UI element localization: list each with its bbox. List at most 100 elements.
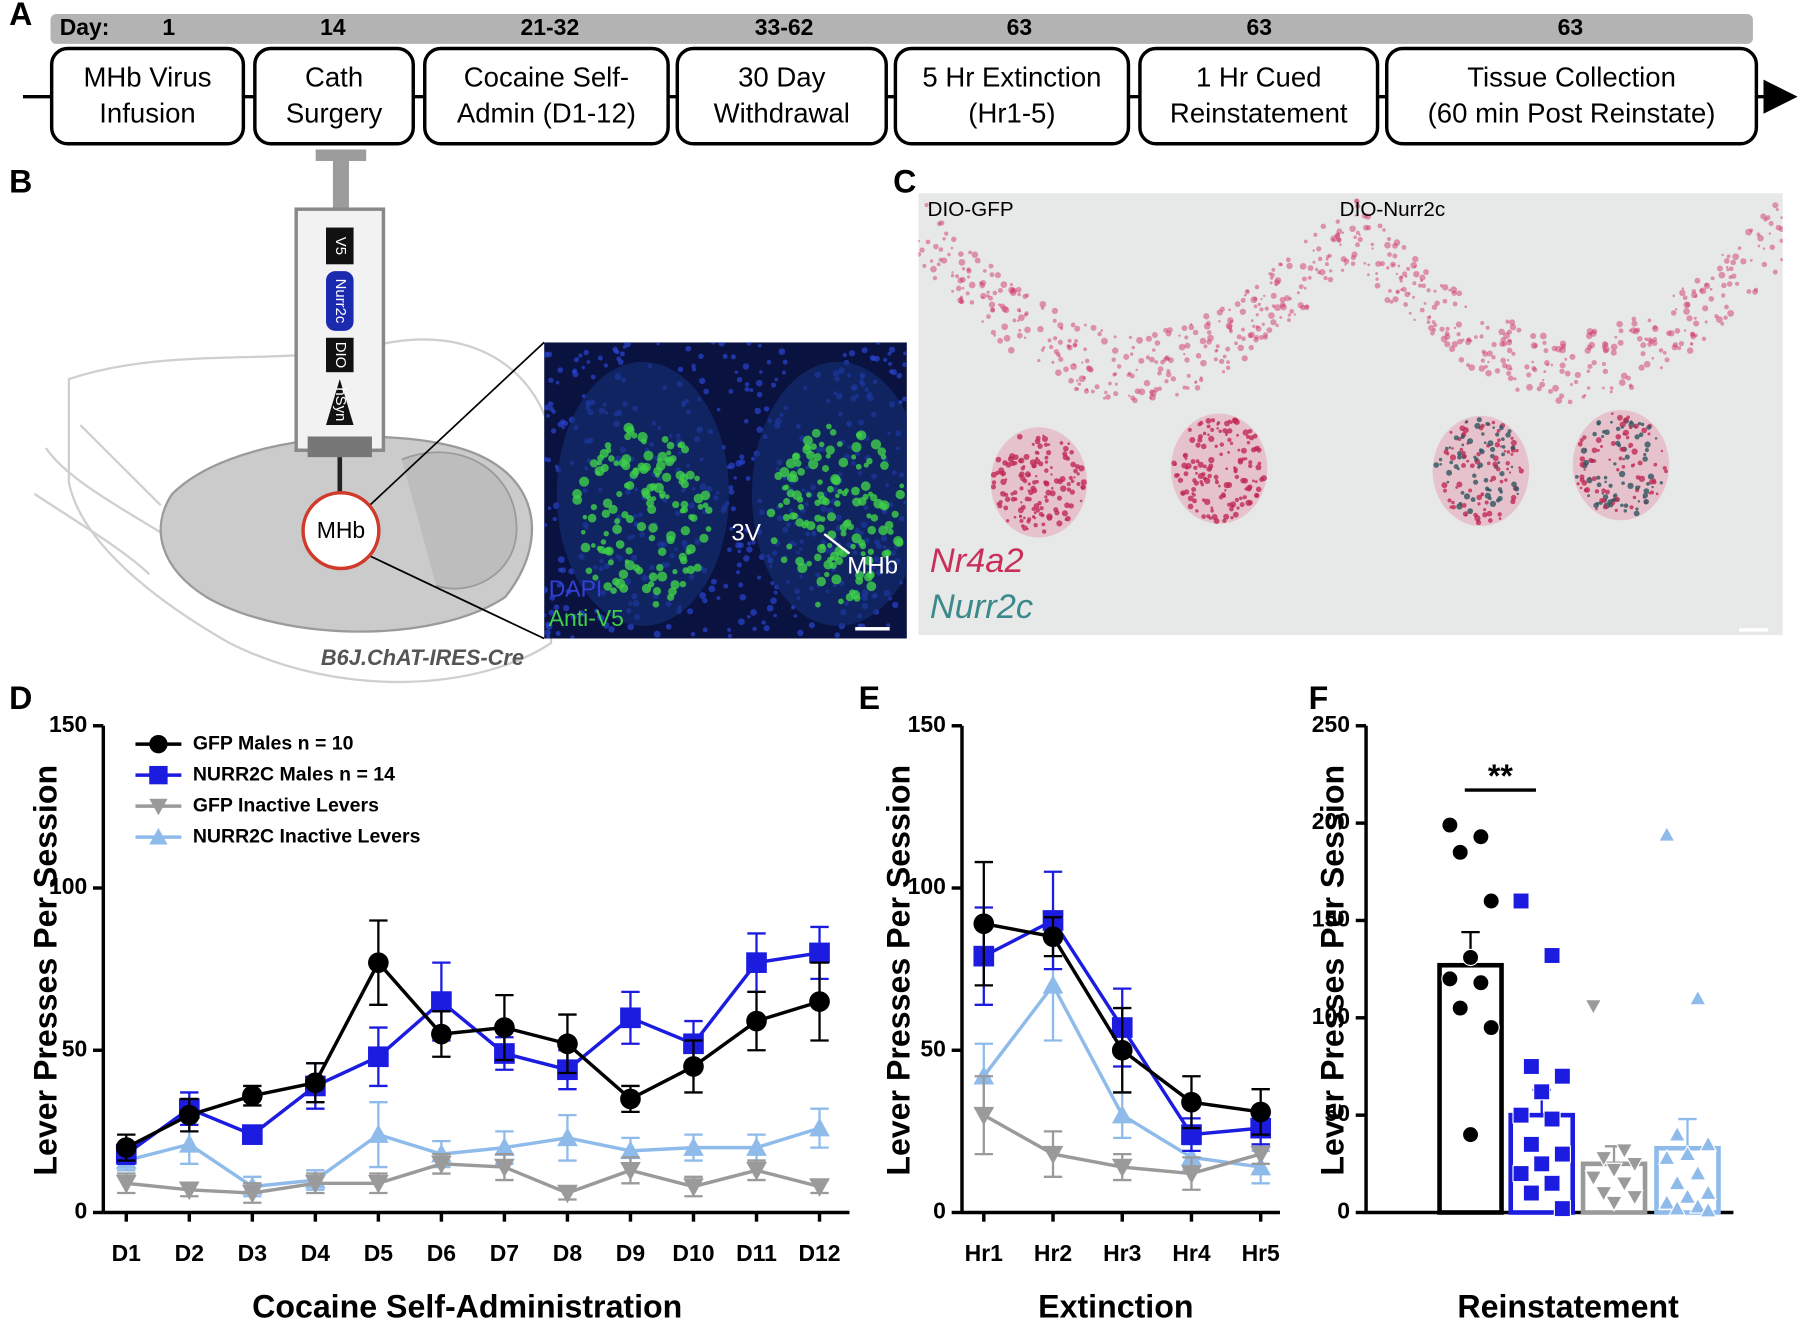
stain-dot — [1420, 279, 1423, 282]
histology-image — [918, 193, 1783, 636]
marker — [683, 1137, 704, 1156]
stain-dot — [1138, 388, 1146, 396]
stain-dot — [1461, 502, 1467, 508]
stain-dot — [1618, 456, 1623, 461]
stain-dot — [1482, 512, 1488, 518]
stain-dot — [1225, 365, 1231, 371]
v5-signal — [862, 493, 869, 500]
stain-dot — [1229, 501, 1237, 508]
stain-dot — [1539, 381, 1546, 388]
legend-label: NURR2C Inactive Levers — [193, 825, 421, 847]
stain-dot — [980, 280, 987, 286]
panel-label: E — [859, 680, 880, 716]
stain-dot — [1244, 289, 1250, 295]
stain-dot — [1643, 452, 1647, 457]
y-tick-label: 250 — [1312, 711, 1350, 737]
stain-dot — [1451, 341, 1458, 348]
stain-dot — [1271, 304, 1276, 308]
stain-dot — [1020, 524, 1025, 528]
stain-dot — [1154, 340, 1161, 346]
nucleus-dot — [735, 459, 743, 467]
stain-dot — [1483, 441, 1487, 445]
stain-dot — [1526, 383, 1533, 391]
v5-signal — [670, 580, 680, 590]
stain-dot — [1757, 244, 1761, 248]
nucleus-dot — [691, 367, 697, 372]
stain-dot — [1024, 326, 1031, 334]
stain-dot — [1591, 447, 1598, 453]
region-label: MHb — [317, 517, 365, 543]
stain-dot — [1682, 295, 1688, 301]
nucleus-dot — [770, 597, 777, 604]
nucleus-dot — [555, 631, 561, 637]
stain-dot — [1188, 324, 1195, 331]
stain-dot — [1019, 486, 1024, 491]
nucleus-dot — [744, 386, 750, 392]
stain-dot — [1138, 357, 1145, 364]
stain-dot — [958, 251, 964, 257]
marker — [149, 798, 168, 816]
stain-dot — [1451, 500, 1455, 505]
timeline-step — [49, 46, 246, 146]
v5-signal — [705, 526, 712, 532]
stain-dot — [1501, 341, 1507, 347]
stain-dot — [1506, 467, 1510, 471]
stain-dot — [1456, 481, 1463, 488]
stain-dot — [1724, 304, 1729, 310]
stain-dot — [1242, 478, 1248, 484]
stain-dot — [1413, 270, 1420, 278]
v5-signal — [829, 429, 837, 436]
stain-dot — [1397, 264, 1401, 268]
stain-dot — [1513, 377, 1517, 381]
stain-dot — [982, 269, 987, 273]
mhb-target — [301, 491, 381, 571]
stain-dot — [1686, 347, 1694, 354]
marker — [1678, 1144, 1697, 1162]
stain-dot — [1237, 448, 1241, 452]
marker — [178, 1134, 200, 1153]
stain-dot — [1438, 457, 1443, 462]
stain-dot — [1090, 389, 1095, 394]
stain-dot — [1511, 351, 1516, 356]
stain-dot — [1108, 381, 1112, 386]
stain-dot — [1336, 228, 1343, 235]
stain-dot — [1255, 313, 1259, 317]
stain-dot — [1577, 441, 1583, 447]
stain-dot — [1491, 341, 1497, 348]
stain-dot — [1063, 366, 1069, 373]
stain-dot — [1426, 288, 1431, 293]
stain-dot — [1401, 245, 1407, 250]
nucleus-dot — [730, 506, 736, 512]
stain-dot — [1505, 461, 1510, 466]
stain-dot — [1170, 376, 1177, 382]
stain-dot — [1649, 339, 1655, 344]
x-tick-label: Hr2 — [1034, 1240, 1072, 1266]
nucleus-dot — [553, 604, 560, 611]
step-text: MHb Virus — [83, 62, 211, 93]
stain-dot — [1248, 463, 1253, 469]
stain-dot — [1608, 458, 1611, 461]
stain-dot — [1446, 480, 1450, 484]
stain-dot — [1164, 379, 1169, 384]
stain-dot — [1595, 501, 1600, 506]
v5-signal — [838, 457, 849, 468]
stain-dot — [938, 257, 943, 262]
stain-dot — [1370, 242, 1374, 247]
marker — [1615, 1176, 1634, 1193]
bar — [1437, 962, 1504, 1215]
stain-dot — [1238, 496, 1243, 501]
stain-dot — [1263, 294, 1266, 298]
stain-dot — [1379, 261, 1386, 267]
stain-dot — [1009, 456, 1013, 460]
stain-dot — [1677, 346, 1682, 351]
v5-signal — [864, 572, 873, 582]
stain-dot — [1510, 452, 1514, 456]
nucleus-dot — [746, 546, 753, 553]
stain-dot — [1218, 429, 1222, 434]
stain-dot — [1531, 360, 1535, 364]
stain-dot — [1473, 512, 1478, 518]
stain-dot — [1433, 323, 1438, 328]
stain-dot — [1541, 378, 1545, 382]
stain-dot — [1740, 258, 1747, 265]
stain-dot — [1455, 485, 1459, 489]
